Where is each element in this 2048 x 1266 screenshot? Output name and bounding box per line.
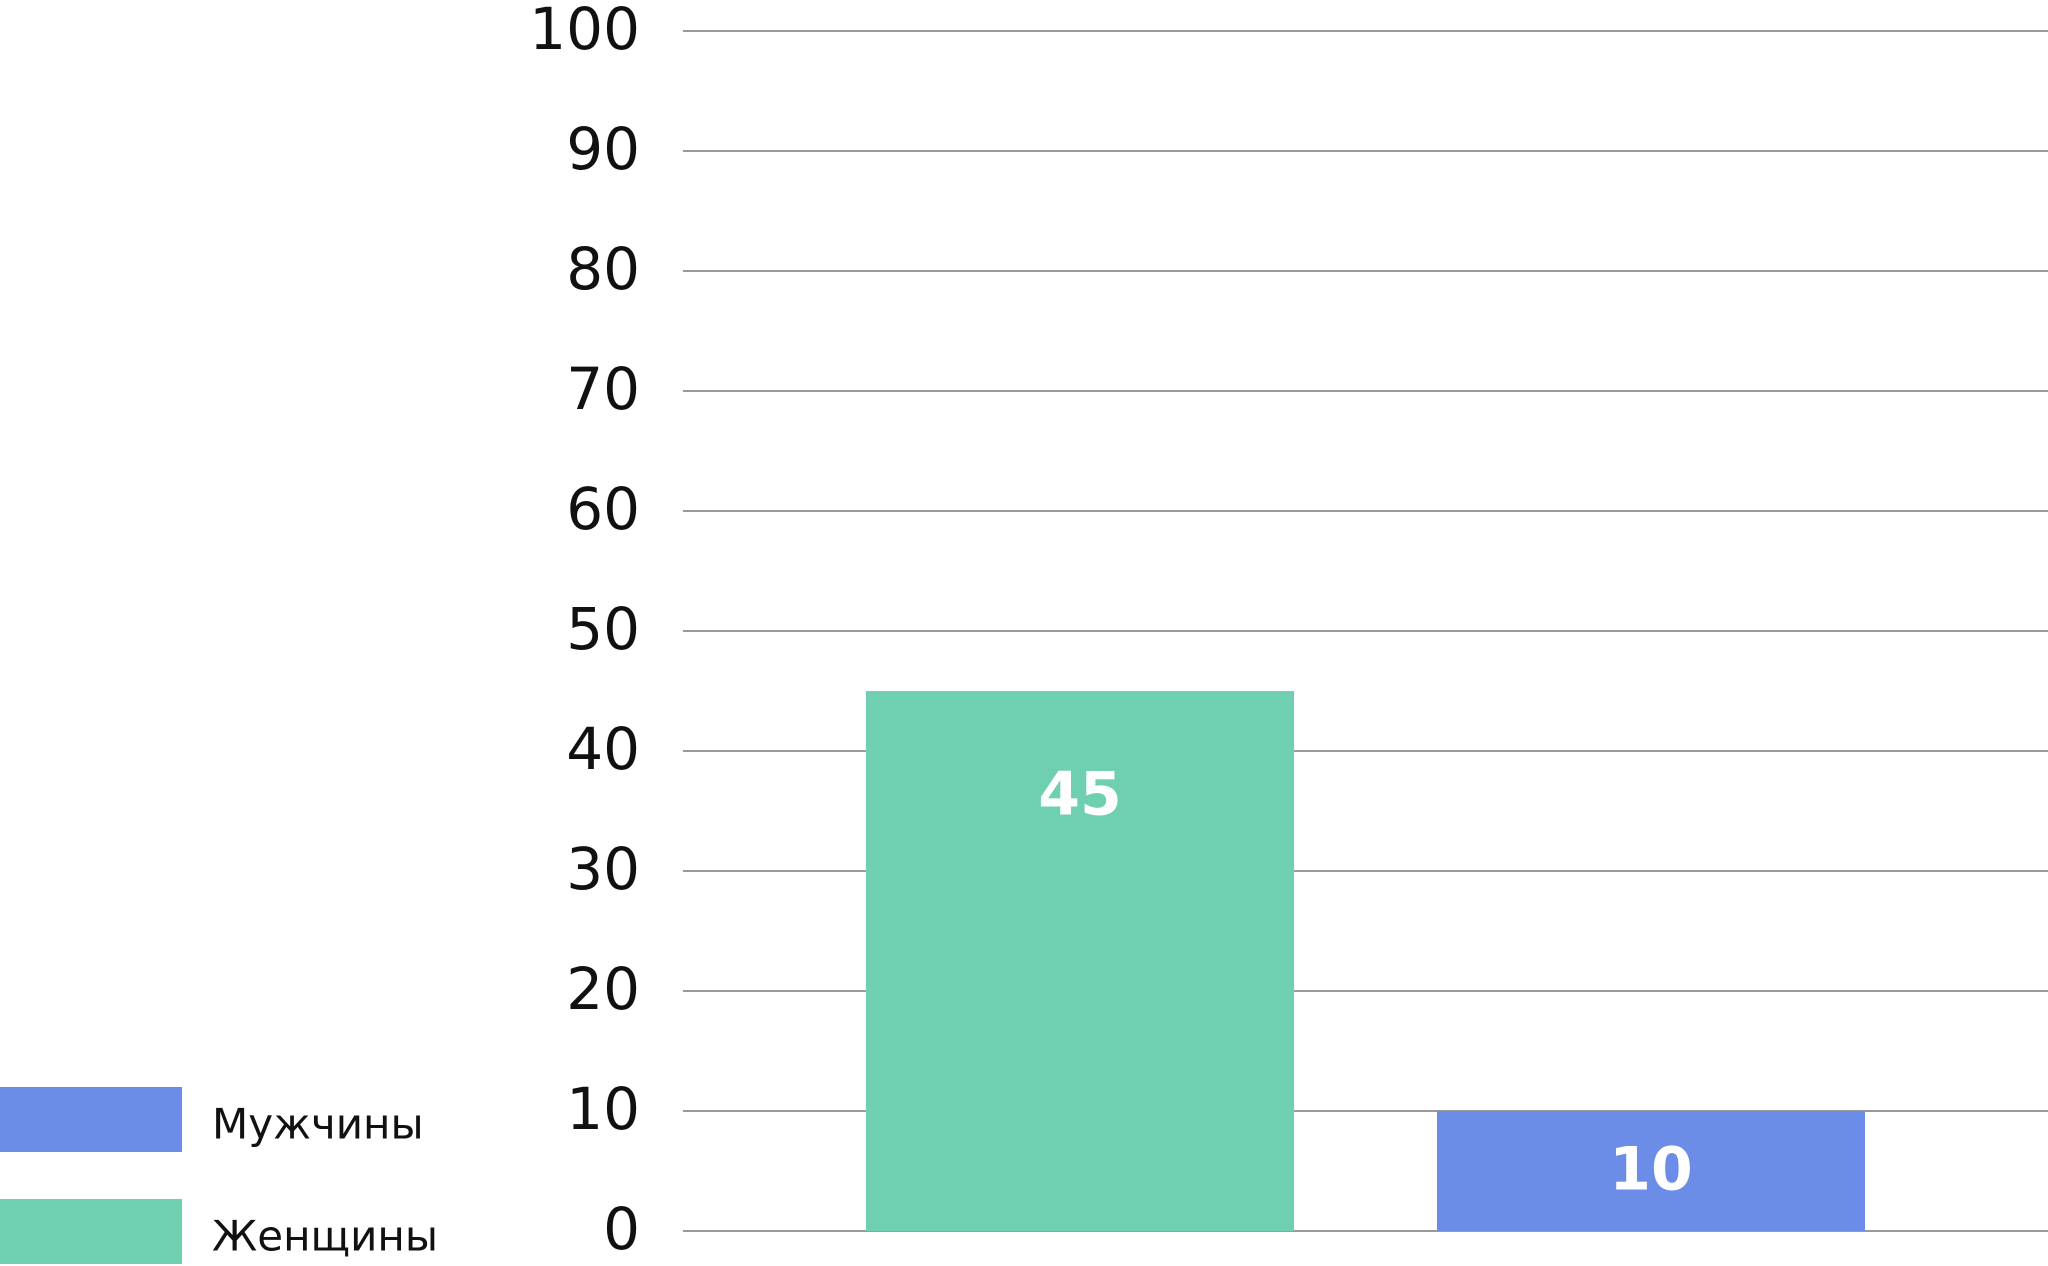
y-tick-label: 90	[566, 115, 640, 183]
bar	[1437, 1111, 1865, 1231]
y-tick-label: 30	[566, 835, 640, 903]
y-tick-label: 50	[566, 595, 640, 663]
legend-label: Женщины	[212, 1212, 438, 1261]
legend-swatch	[0, 1087, 182, 1152]
y-tick-label: 60	[566, 475, 640, 543]
y-tick-label: 100	[529, 0, 640, 63]
y-tick-label: 40	[566, 715, 640, 783]
legend-label: Мужчины	[212, 1100, 424, 1149]
legend-swatch	[0, 1199, 182, 1264]
bar	[866, 691, 1294, 1231]
y-tick-label: 20	[566, 955, 640, 1023]
y-tick-label: 80	[566, 235, 640, 303]
y-tick-label: 0	[603, 1195, 640, 1263]
y-tick-label: 70	[566, 355, 640, 423]
y-tick-label: 10	[566, 1075, 640, 1143]
data-label: 10	[1609, 1135, 1693, 1205]
data-label: 45	[1038, 760, 1122, 830]
